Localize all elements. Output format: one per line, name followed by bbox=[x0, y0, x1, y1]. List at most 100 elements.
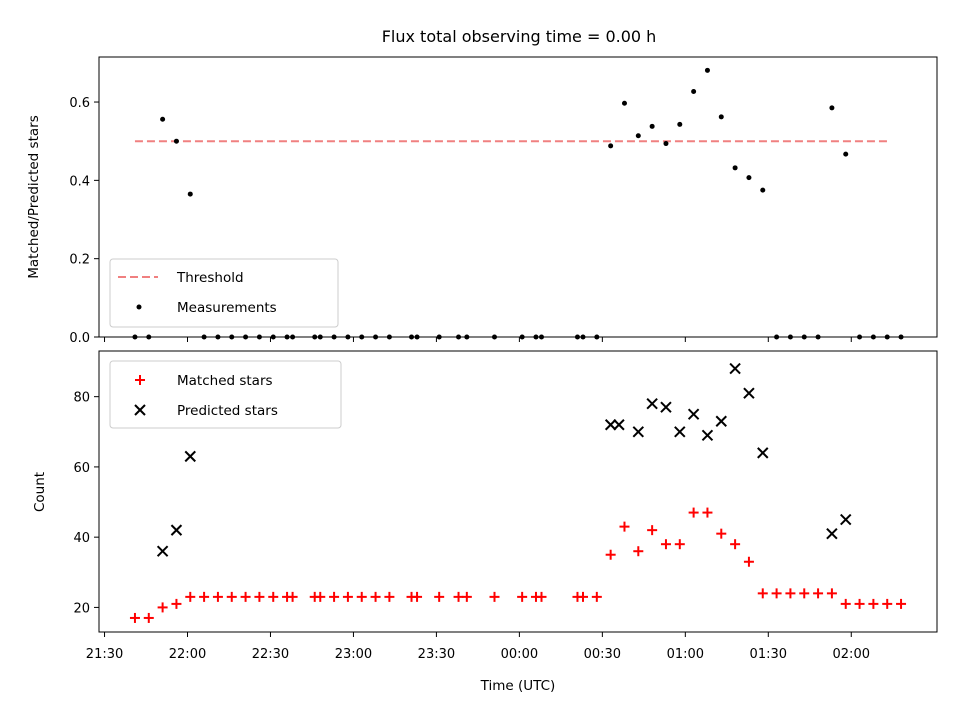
predicted-star-point bbox=[743, 387, 755, 399]
measurement-point bbox=[732, 165, 738, 171]
count-panel-legend: Matched stars Predicted stars bbox=[109, 360, 342, 429]
matched-star-point bbox=[896, 598, 907, 609]
matched-star-point bbox=[619, 521, 630, 532]
ratio-panel-frame bbox=[98, 56, 938, 338]
x-tick-label: 00:30 bbox=[584, 647, 621, 662]
matched-star-point bbox=[716, 528, 727, 539]
ratio-panel-legend-box bbox=[109, 258, 339, 328]
x-tick-label: 22:00 bbox=[169, 647, 206, 662]
x-tick-label: 21:30 bbox=[86, 647, 123, 662]
matched-star-point bbox=[688, 507, 699, 518]
predicted-star-point bbox=[604, 419, 617, 431]
count-panel-y-tick-label: 20 bbox=[73, 601, 90, 616]
measurement-point bbox=[608, 143, 614, 149]
measurement-point bbox=[718, 114, 724, 120]
measurement-point bbox=[843, 151, 849, 157]
matched-star-point bbox=[199, 591, 210, 602]
ratio-panel-y-axis-label: Matched/Predicted stars bbox=[26, 115, 42, 278]
measurement-point bbox=[173, 138, 179, 144]
ratio-panel-y-tick-label: 0.6 bbox=[69, 96, 90, 111]
x-tick-label: 22:30 bbox=[252, 647, 289, 662]
count-panel-y-tick-label: 80 bbox=[73, 391, 90, 406]
matched-star-point bbox=[785, 588, 796, 599]
predicted-star-point bbox=[632, 426, 645, 438]
measurement-point bbox=[160, 116, 166, 122]
matched-star-point bbox=[826, 588, 837, 599]
matched-star-point bbox=[342, 591, 353, 602]
legend-predicted-label: Predicted stars bbox=[177, 403, 278, 419]
matched-star-point bbox=[757, 588, 768, 599]
x-tick-label: 02:00 bbox=[833, 647, 870, 662]
count-panel-x-ticks: 21:30 22:00 22:30 23:00 23:30 00:00 00:30 01:00… bbox=[86, 632, 870, 662]
matched-star-point bbox=[577, 591, 588, 602]
matched-star-point bbox=[143, 612, 154, 623]
matched-star-point bbox=[356, 591, 367, 602]
ratio-panel-y-tick-label: 0.2 bbox=[69, 253, 90, 268]
matched-star-point bbox=[212, 591, 223, 602]
matched-star-point bbox=[434, 591, 445, 602]
legend-matched-label: Matched stars bbox=[177, 373, 273, 389]
ratio-panel-y-tick-label: 0.0 bbox=[69, 331, 90, 346]
ratio-panel: 0.0 0.2 0.4 0.6 Matched/Predicted stars Thr… bbox=[26, 56, 938, 346]
ratio-panel-x-ticks bbox=[104, 337, 852, 342]
matched-star-point bbox=[633, 546, 644, 557]
predicted-star-point bbox=[757, 447, 769, 459]
ratio-panel-y-tick-label: 0.4 bbox=[69, 174, 90, 189]
matched-star-point bbox=[813, 588, 824, 599]
legend-measurements-swatch bbox=[136, 304, 142, 310]
count-panel-y-tick-label: 60 bbox=[73, 461, 90, 476]
measurement-point bbox=[691, 88, 697, 94]
count-panel-legend-box bbox=[109, 360, 342, 429]
matched-star-point bbox=[268, 591, 279, 602]
measurement-point bbox=[704, 67, 710, 73]
ratio-panel-y-ticks: 0.0 0.2 0.4 0.6 bbox=[69, 96, 99, 346]
measurement-point bbox=[677, 121, 683, 127]
predicted-star-point bbox=[613, 419, 625, 431]
predicted-star-point bbox=[840, 513, 852, 526]
ratio-panel-legend: Threshold Measurements bbox=[109, 258, 339, 328]
count-panel-frame bbox=[98, 350, 938, 633]
predicted-star-point bbox=[156, 545, 169, 557]
matched-star-point bbox=[730, 539, 741, 550]
predicted-star-point bbox=[674, 426, 686, 438]
predicted-stars-points bbox=[156, 362, 852, 557]
predicted-star-point bbox=[646, 397, 658, 410]
x-tick-label: 00:00 bbox=[501, 647, 538, 662]
measurement-point bbox=[760, 187, 766, 193]
legend-measurements-label: Measurements bbox=[177, 300, 277, 316]
matched-star-point bbox=[868, 598, 879, 609]
x-axis-label: Time (UTC) bbox=[480, 678, 556, 694]
matched-star-point bbox=[517, 591, 528, 602]
matched-star-point bbox=[489, 591, 500, 602]
matched-star-point bbox=[412, 591, 423, 602]
matched-star-point bbox=[315, 591, 326, 602]
matched-star-point bbox=[840, 598, 851, 609]
matched-star-point bbox=[185, 591, 196, 602]
measurement-point bbox=[829, 105, 835, 111]
matched-star-point bbox=[882, 598, 893, 609]
matched-star-point bbox=[591, 591, 602, 602]
matched-star-point bbox=[461, 591, 472, 602]
count-panel-y-ticks: 20 40 60 80 bbox=[73, 391, 99, 616]
matched-star-point bbox=[254, 591, 265, 602]
predicted-star-point bbox=[729, 362, 741, 375]
x-tick-label: 01:00 bbox=[667, 647, 704, 662]
count-panel: 21:30 22:00 22:30 23:00 23:30 00:00 00:30 01:00… bbox=[32, 350, 938, 694]
matched-star-point bbox=[226, 591, 237, 602]
legend-predicted-swatch bbox=[134, 404, 146, 416]
predicted-star-point bbox=[184, 450, 196, 463]
measurement-point bbox=[187, 191, 193, 197]
predicted-star-point bbox=[170, 524, 183, 536]
x-tick-label: 01:30 bbox=[750, 647, 787, 662]
matched-star-point bbox=[329, 591, 340, 602]
matched-star-point bbox=[674, 539, 685, 550]
matched-star-point bbox=[799, 588, 810, 599]
matched-star-point bbox=[605, 549, 616, 560]
count-panel-y-axis-label: Count bbox=[32, 472, 48, 512]
measurement-point bbox=[621, 100, 627, 106]
matched-star-point bbox=[743, 556, 754, 567]
matched-star-point bbox=[171, 598, 182, 609]
legend-threshold-label: Threshold bbox=[176, 270, 244, 286]
count-panel-y-tick-label: 40 bbox=[73, 531, 90, 546]
